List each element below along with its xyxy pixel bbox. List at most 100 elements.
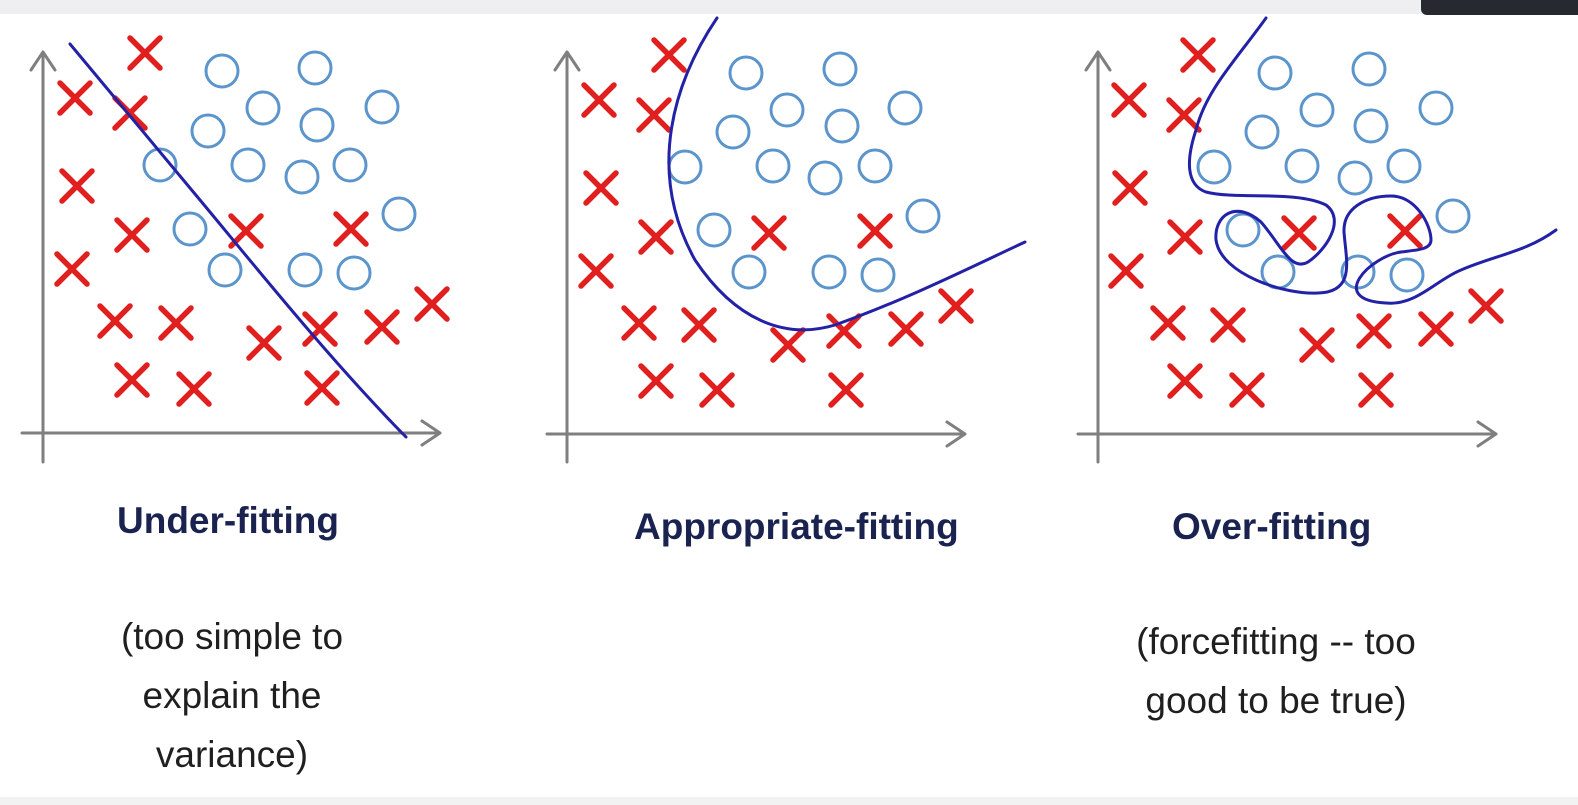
panel-appropriate-fitting xyxy=(545,16,1027,464)
circle-point xyxy=(905,198,941,234)
cross-point xyxy=(621,305,657,341)
panel-title-under-fitting: Under-fitting xyxy=(117,500,339,541)
cross-point xyxy=(333,211,369,247)
circle-point xyxy=(381,196,417,232)
circle-point xyxy=(142,147,178,183)
cross-point xyxy=(770,327,806,363)
cross-point xyxy=(127,35,163,71)
decision-boundary xyxy=(1187,16,1558,305)
caption-line: variance) xyxy=(155,734,309,775)
axes xyxy=(1076,50,1498,464)
caption-line: good to be true) xyxy=(1145,680,1407,721)
caption-line: (too simple to xyxy=(120,616,344,657)
circle-points xyxy=(1196,51,1471,293)
circle-points xyxy=(667,51,941,293)
cross-point xyxy=(1210,307,1246,343)
cross-point xyxy=(364,309,400,345)
cross-points xyxy=(1108,37,1504,408)
cross-point xyxy=(583,170,619,206)
circle-point xyxy=(857,148,893,184)
circle-point xyxy=(715,114,751,150)
cross-point xyxy=(1299,327,1335,363)
cross-point xyxy=(304,370,340,406)
cross-points xyxy=(578,37,974,408)
circle-point xyxy=(1196,149,1232,185)
decision-boundary xyxy=(68,42,408,439)
cross-point xyxy=(651,37,687,73)
cross-point xyxy=(1281,215,1317,251)
cross-point xyxy=(1180,37,1216,73)
circle-point xyxy=(230,147,266,183)
circle-point xyxy=(190,113,226,149)
cross-point xyxy=(1387,213,1423,249)
cross-point xyxy=(826,313,862,349)
circle-point xyxy=(364,89,400,125)
cross-point xyxy=(1150,305,1186,341)
cross-point xyxy=(1167,219,1203,255)
cross-point xyxy=(578,253,614,289)
cross-point xyxy=(699,372,735,408)
circle-point xyxy=(1386,148,1422,184)
cross-point xyxy=(176,371,212,407)
circle-point xyxy=(887,90,923,126)
cross-point xyxy=(938,288,974,324)
cross-point xyxy=(857,213,893,249)
circle-points xyxy=(142,50,417,291)
circle-point xyxy=(1418,90,1454,126)
cross-point xyxy=(1468,288,1504,324)
cross-point xyxy=(1166,97,1202,133)
caption-line: (forcefitting -- too xyxy=(1136,621,1416,662)
circle-point xyxy=(207,252,243,288)
video-controls-overlay xyxy=(1421,0,1578,15)
cross-point xyxy=(581,82,617,118)
circle-point xyxy=(284,159,320,195)
cross-point xyxy=(302,311,338,347)
cross-point xyxy=(158,305,194,341)
circle-point xyxy=(667,149,703,185)
axes xyxy=(20,50,442,464)
cross-point xyxy=(638,363,674,399)
circle-point xyxy=(807,160,843,196)
panel-title-over-fitting: Over-fitting xyxy=(1172,506,1372,547)
circle-point xyxy=(696,212,732,248)
circle-point xyxy=(1337,160,1373,196)
decision-boundary xyxy=(667,16,1027,332)
panel-under-fitting xyxy=(20,35,450,464)
circle-point xyxy=(1353,108,1389,144)
cross-point xyxy=(246,325,282,361)
bottom-window-strip xyxy=(0,797,1578,805)
circle-point xyxy=(811,254,847,290)
circle-point xyxy=(824,108,860,144)
cross-point xyxy=(751,215,787,251)
cross-point xyxy=(1356,313,1392,349)
circle-point xyxy=(1435,198,1471,234)
cross-point xyxy=(1108,253,1144,289)
top-window-strip xyxy=(0,0,1578,14)
cross-point xyxy=(828,372,864,408)
cross-point xyxy=(638,219,674,255)
circle-point xyxy=(1299,92,1335,128)
cross-point xyxy=(114,217,150,253)
circle-point xyxy=(172,211,208,247)
cross-point xyxy=(59,168,95,204)
cross-point xyxy=(54,251,90,287)
cross-point xyxy=(97,303,133,339)
caption-under-fitting: (too simple to explain the variance) xyxy=(22,607,442,784)
circle-point xyxy=(769,92,805,128)
panel-title-appropriate-fitting: Appropriate-fitting xyxy=(634,506,959,547)
circle-point xyxy=(204,53,240,89)
cross-point xyxy=(1111,82,1147,118)
circle-point xyxy=(1225,212,1261,248)
circle-point xyxy=(1284,148,1320,184)
circle-point xyxy=(860,257,896,293)
caption-line: explain the xyxy=(142,675,322,716)
circle-point xyxy=(1340,254,1376,290)
circle-point xyxy=(731,254,767,290)
circle-point xyxy=(332,147,368,183)
cross-point xyxy=(636,97,672,133)
cross-point xyxy=(1418,311,1454,347)
cross-point xyxy=(414,286,450,322)
circle-point xyxy=(1244,114,1280,150)
cross-point xyxy=(1358,372,1394,408)
axes xyxy=(545,50,967,464)
